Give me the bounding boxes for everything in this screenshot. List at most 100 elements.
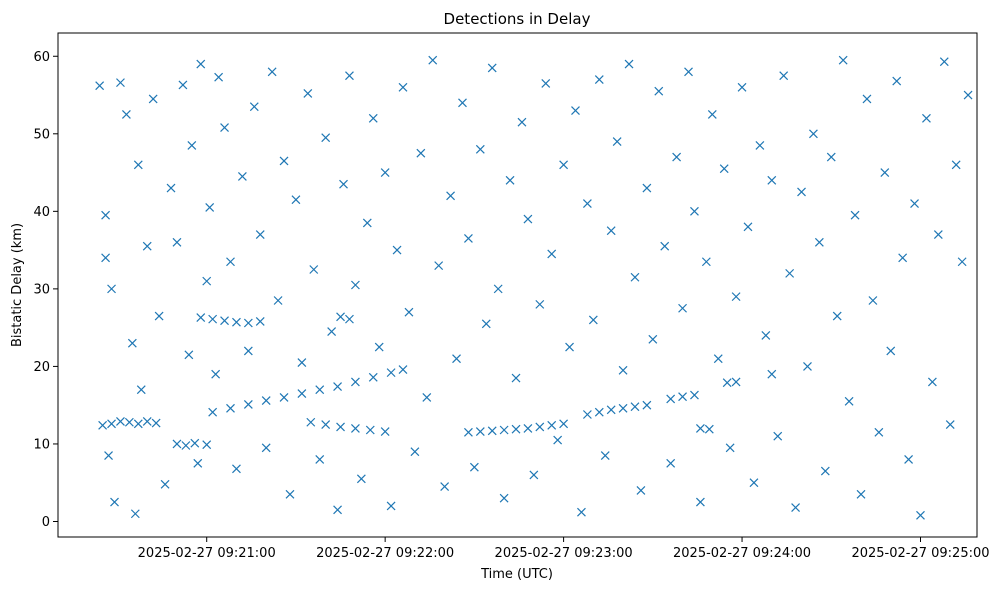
data-point-x-marker	[107, 284, 116, 294]
y-axis: 0 10 20 30 40 50 60	[33, 50, 58, 530]
data-point-x-marker	[672, 152, 682, 162]
data-point-x-marker	[713, 354, 723, 364]
data-point-x-marker	[327, 327, 337, 336]
data-point-x-marker	[101, 253, 111, 263]
y-tick-label: 30	[33, 282, 50, 297]
data-point-x-marker	[493, 284, 503, 294]
data-point-x-marker	[499, 493, 509, 503]
chart-title: Detections in Delay	[444, 10, 591, 28]
data-point-x-marker	[707, 109, 717, 119]
data-point-x-marker	[588, 315, 598, 325]
data-point-x-marker	[826, 152, 836, 162]
data-point-x-marker	[797, 187, 806, 197]
data-point-x-marker	[285, 489, 295, 499]
data-point-x-marker	[808, 129, 818, 139]
data-point-x-marker	[856, 489, 866, 499]
data-point-x-marker	[767, 369, 777, 379]
data-point-x-marker	[892, 76, 902, 86]
data-point-x-marker	[904, 455, 914, 464]
data-point-x-marker	[101, 210, 111, 220]
data-point-x-marker	[116, 78, 125, 88]
data-point-x-marker	[303, 89, 313, 98]
data-point-x-marker	[404, 307, 414, 317]
data-point-x-marker	[565, 342, 574, 352]
data-point-x-marker	[365, 425, 375, 435]
data-point-x-marker	[368, 113, 378, 123]
data-point-x-marker	[339, 179, 348, 189]
plot-frame	[57, 32, 978, 538]
data-point-x-marker	[321, 133, 331, 143]
data-point-x-marker	[547, 249, 557, 259]
data-point-x-marker	[232, 464, 241, 474]
data-point-x-marker	[642, 183, 652, 193]
y-tick-label: 60	[33, 50, 50, 65]
y-tick-label: 0	[42, 515, 50, 530]
data-point-x-marker	[446, 191, 456, 201]
data-point-x-marker	[350, 377, 360, 387]
data-point-x-marker	[98, 420, 108, 430]
data-point-x-marker	[130, 509, 140, 519]
data-point-x-marker	[945, 420, 955, 429]
data-point-x-marker	[208, 407, 218, 417]
data-point-x-marker	[571, 106, 580, 115]
data-point-x-marker	[690, 206, 699, 216]
data-point-x-marker	[184, 350, 194, 360]
data-point-x-marker	[535, 299, 545, 309]
data-point-x-marker	[261, 443, 271, 453]
data-point-x-marker	[910, 199, 919, 209]
data-point-x-marker	[166, 183, 176, 193]
data-point-x-marker	[517, 117, 527, 127]
data-point-x-marker	[392, 245, 402, 255]
data-point-x-marker	[261, 396, 271, 405]
data-point-x-marker	[850, 210, 860, 220]
data-point-x-marker	[127, 338, 137, 348]
data-point-x-marker	[695, 424, 705, 433]
data-point-x-marker	[731, 377, 741, 387]
data-point-x-marker	[181, 441, 191, 450]
data-point-x-marker	[523, 214, 533, 224]
data-point-x-marker	[660, 241, 670, 251]
x-axis-label: Time (UTC)	[480, 567, 553, 582]
data-point-x-marker	[594, 407, 604, 417]
data-point-x-marker	[193, 458, 203, 468]
x-tick-label: 2025-02-27 09:25:00	[851, 546, 989, 561]
data-point-x-marker	[606, 405, 616, 415]
data-point-x-marker	[110, 497, 119, 507]
data-point-x-marker	[133, 419, 143, 429]
data-point-x-marker	[939, 57, 949, 67]
data-point-x-marker	[814, 237, 824, 247]
data-point-x-marker	[469, 462, 479, 472]
data-point-x-marker	[398, 82, 408, 92]
data-point-x-marker	[452, 354, 461, 364]
data-point-x-marker	[722, 378, 732, 388]
data-point-x-marker	[151, 418, 161, 428]
x-tick-label: 2025-02-27 09:23:00	[495, 546, 633, 561]
data-point-x-marker	[606, 226, 616, 236]
data-point-x-marker	[220, 123, 229, 133]
data-point-x-marker	[214, 72, 224, 82]
data-point-x-marker	[582, 410, 592, 419]
data-point-x-marker	[321, 420, 331, 429]
data-point-x-marker	[630, 402, 640, 412]
y-axis-label: Bistatic Delay (km)	[10, 223, 25, 347]
x-tick-label: 2025-02-27 09:24:00	[673, 546, 811, 561]
data-point-x-marker	[464, 234, 473, 243]
data-point-x-marker	[398, 365, 408, 374]
data-point-x-marker	[205, 203, 215, 212]
data-point-x-marker	[345, 71, 354, 81]
data-point-x-marker	[315, 455, 325, 464]
data-point-x-marker	[779, 71, 789, 81]
data-point-x-marker	[690, 390, 699, 400]
data-point-x-marker	[832, 311, 842, 321]
y-tick-label: 20	[33, 360, 50, 375]
data-point-x-marker	[933, 230, 943, 240]
data-point-x-marker	[243, 399, 253, 409]
data-point-x-marker	[202, 440, 212, 450]
data-point-x-marker	[737, 82, 747, 92]
x-tick-label: 2025-02-27 09:21:00	[138, 546, 276, 561]
data-point-x-marker	[642, 400, 652, 410]
data-point-x-marker	[458, 98, 467, 108]
data-point-x-marker	[345, 314, 354, 324]
data-point-x-marker	[160, 479, 170, 489]
data-point-x-marker	[306, 417, 316, 427]
